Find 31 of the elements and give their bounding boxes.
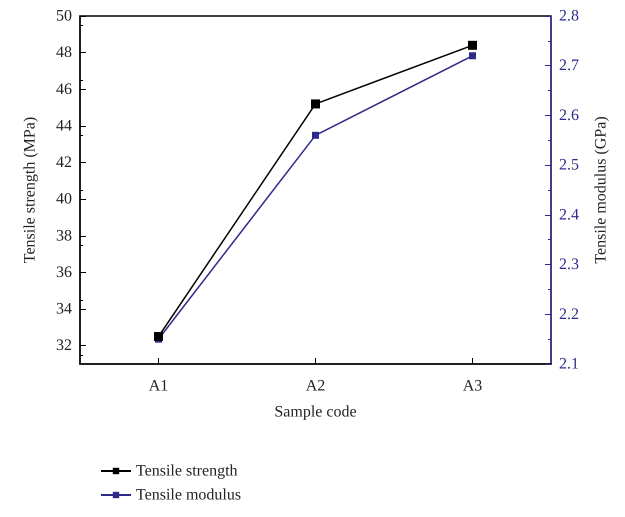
y-tick-label: 36 [56,264,72,281]
y-tick-label: 48 [56,44,72,62]
y-tick-label: 40 [56,190,72,208]
legend-label: Tensile strength [136,462,238,480]
point [469,52,476,60]
y2-tick-label: 2.5 [559,156,579,174]
y2-axis-title: Tensile modulus (GPa) [592,116,610,264]
y2-tick-label: 2.8 [559,8,579,24]
y2-tick-label: 2.4 [559,206,579,224]
x-tick-label: A2 [306,378,326,394]
y-tick-label: 42 [56,154,72,172]
y-tick-label: 46 [56,80,72,98]
y2-tick-label: 2.3 [559,256,579,274]
y2-tick-label: 2.2 [559,306,579,323]
y2-tick-label: 2.7 [559,57,579,74]
legend-label: Tensile modulus [136,486,242,504]
point [468,40,477,50]
x-tick-label: A1 [148,378,168,394]
y2-tick-label: 2.1 [559,356,579,372]
point [312,132,319,139]
point [154,332,163,342]
y-tick-label: 44 [56,117,72,134]
x-tick-label: A3 [462,378,482,394]
y-tick-label: 32 [56,337,72,354]
x-axis-title: Sample code [274,404,357,420]
y-axis-title: Tensile strength (MPa) [22,116,38,264]
y-tick-label: 50 [56,8,72,24]
y-tick-label: 38 [56,227,72,244]
y2-tick-label: 2.6 [559,106,579,124]
y-tick-label: 34 [56,300,72,318]
point [311,99,320,108]
